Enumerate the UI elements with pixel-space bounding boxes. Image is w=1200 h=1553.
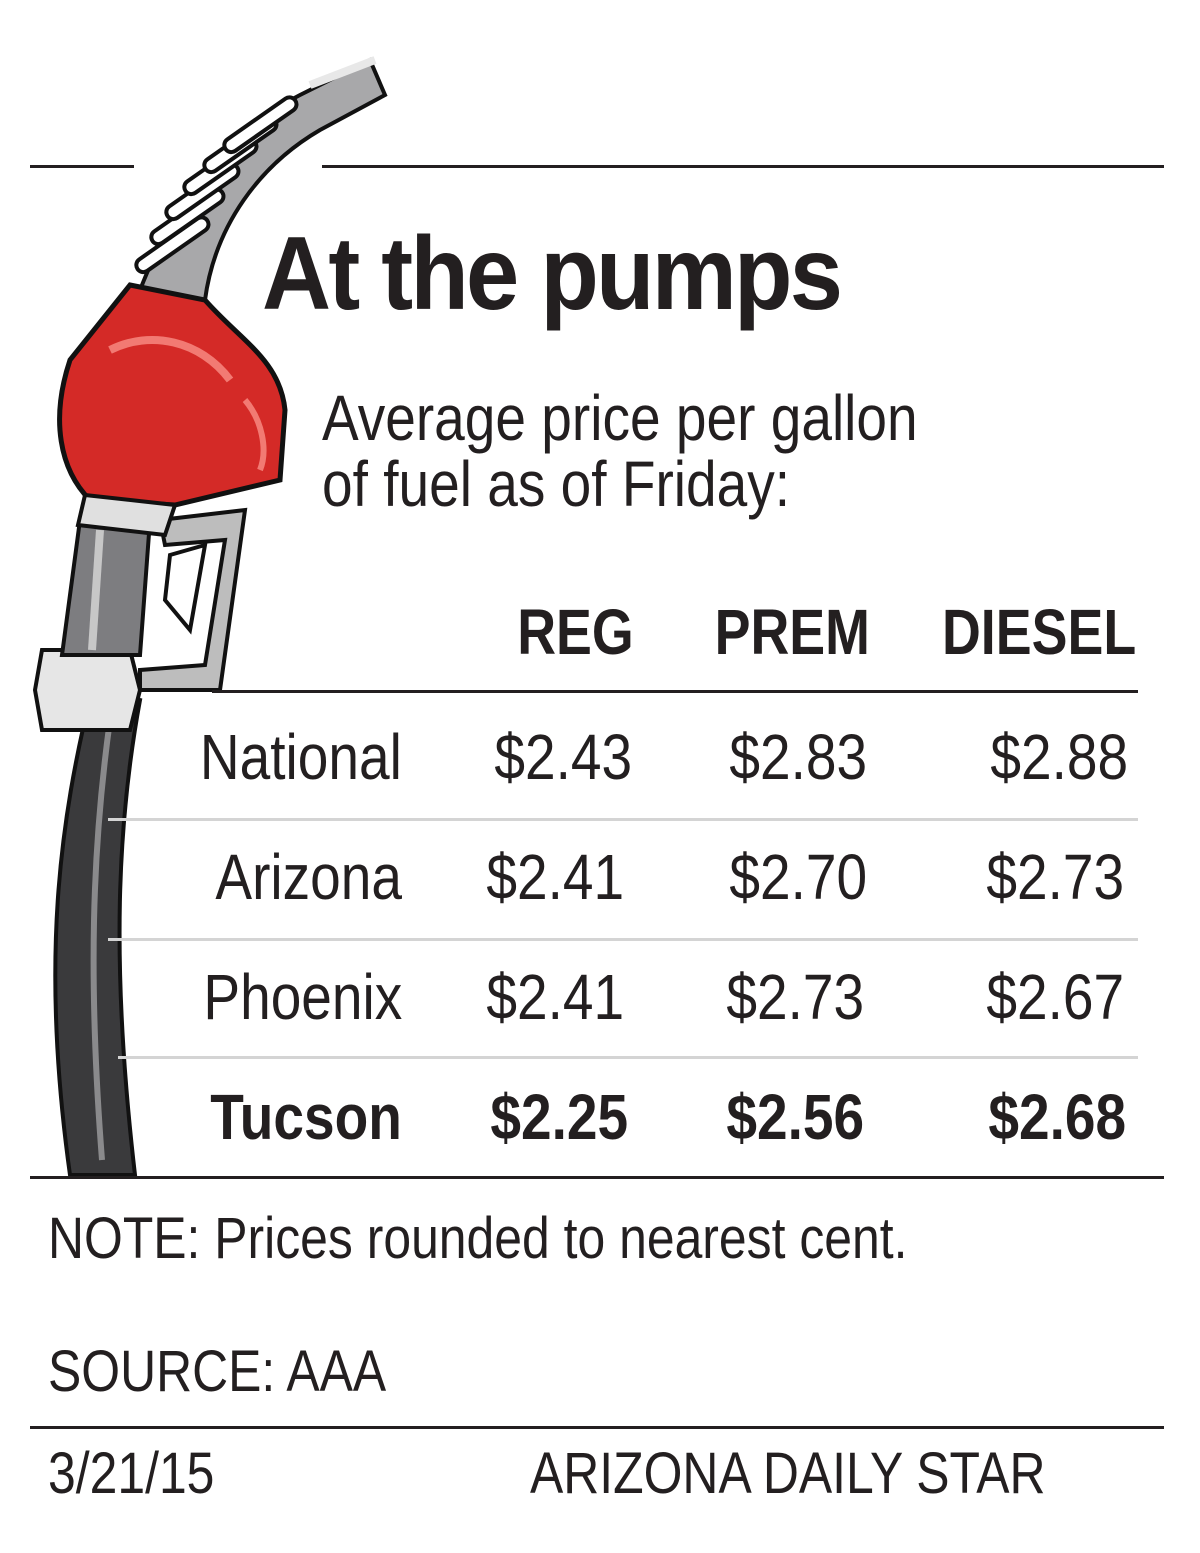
cell-diesel: $2.68 bbox=[988, 1081, 1126, 1153]
note-text: NOTE: Prices rounded to nearest cent. bbox=[48, 1206, 908, 1271]
row-divider bbox=[108, 938, 1138, 941]
cell-diesel: $2.88 bbox=[990, 721, 1128, 793]
cell-reg: $2.43 bbox=[494, 721, 632, 793]
column-header-reg: REG bbox=[517, 596, 634, 668]
cell-prem: $2.70 bbox=[729, 841, 867, 913]
source-text: SOURCE: AAA bbox=[48, 1339, 387, 1404]
cell-reg: $2.41 bbox=[486, 841, 624, 913]
subtitle: Average price per gallon of fuel as of F… bbox=[322, 385, 1096, 517]
top-rule-left bbox=[30, 165, 134, 168]
page-title: At the pumps bbox=[262, 216, 843, 332]
cell-reg: $2.41 bbox=[486, 961, 624, 1033]
cell-diesel: $2.67 bbox=[986, 961, 1124, 1033]
cell-prem: $2.83 bbox=[729, 721, 867, 793]
row-label: National bbox=[200, 721, 402, 793]
gas-pump-nozzle-icon bbox=[32, 56, 388, 1177]
cell-diesel: $2.73 bbox=[986, 841, 1124, 913]
subtitle-line-2: of fuel as of Friday: bbox=[322, 448, 791, 520]
row-divider bbox=[108, 818, 1138, 821]
row-label: Arizona bbox=[215, 841, 402, 913]
row-divider bbox=[118, 1056, 1138, 1059]
header-rule bbox=[212, 690, 1138, 693]
row-label: Tucson bbox=[210, 1081, 402, 1153]
cell-prem: $2.73 bbox=[726, 961, 864, 1033]
subtitle-line-1: Average price per gallon bbox=[322, 382, 918, 454]
publisher-text: ARIZONA DAILY STAR bbox=[530, 1441, 1046, 1506]
cell-reg: $2.25 bbox=[490, 1081, 628, 1153]
table-bottom-rule bbox=[30, 1176, 1164, 1179]
column-header-prem: PREM bbox=[714, 596, 870, 668]
top-rule-right bbox=[322, 165, 1164, 168]
footer-rule bbox=[30, 1426, 1164, 1429]
column-header-diesel: DIESEL bbox=[941, 596, 1136, 668]
row-label: Phoenix bbox=[203, 961, 402, 1033]
date-text: 3/21/15 bbox=[48, 1441, 215, 1506]
cell-prem: $2.56 bbox=[726, 1081, 864, 1153]
